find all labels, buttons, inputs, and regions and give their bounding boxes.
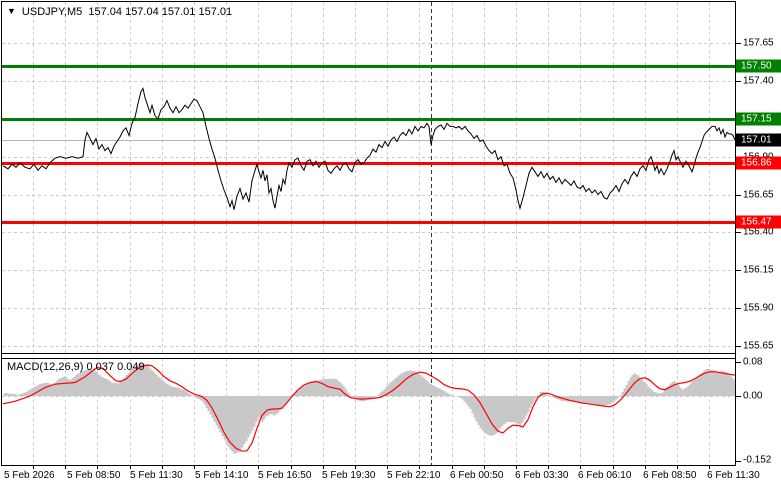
price-axis-label: 156.40 <box>743 226 774 238</box>
macd-signal-line <box>2 364 736 452</box>
price-line <box>2 87 736 211</box>
price-badge: 157.01 <box>736 133 781 147</box>
time-axis-label: 5 Feb 11:30 <box>130 470 183 481</box>
time-axis-label: 5 Feb 19:30 <box>322 470 376 481</box>
symbol-period-label: USDJPY,M5 <box>21 6 83 18</box>
macd-signal-value: 0.049 <box>117 361 145 373</box>
price-axis-label: 156.65 <box>743 189 774 201</box>
chart-title: ▼ USDJPY,M5 157.04 157.04 157.01 157.01 <box>7 6 232 18</box>
time-axis-label: 6 Feb 06:10 <box>578 470 632 481</box>
price-badge: 156.47 <box>736 215 781 229</box>
time-axis-label: 6 Feb 11:30 <box>707 470 760 481</box>
symbol-dropdown-icon[interactable]: ▼ <box>7 6 16 16</box>
time-axis-label: 5 Feb 08:50 <box>67 470 121 481</box>
price-axis-label: 157.40 <box>743 75 774 87</box>
price-axis-label: 155.90 <box>743 302 774 314</box>
macd-indicator-label: MACD(12,26,9) 0.037 0.049 <box>7 361 145 373</box>
ohlc-values: 157.04 157.04 157.01 157.01 <box>88 6 233 18</box>
time-axis-label: 5 Feb 14:10 <box>195 470 249 481</box>
macd-main-value: 0.037 <box>86 361 115 373</box>
macd-axis-label: -0.152 <box>743 454 772 466</box>
time-axis-label: 5 Feb 22:10 <box>387 470 441 481</box>
time-axis-label: 5 Feb 16:50 <box>258 470 312 481</box>
time-axis-label: 6 Feb 03:30 <box>515 470 569 481</box>
macd-axis-label: 0.00 <box>743 390 763 402</box>
price-axis-label: 156.15 <box>743 264 774 276</box>
price-badge: 157.15 <box>736 112 781 126</box>
macd-axis-label: 0.08 <box>743 356 763 368</box>
macd-name: MACD(12,26,9) <box>7 361 84 373</box>
price-badge: 157.50 <box>736 59 781 73</box>
time-axis-label: 6 Feb 08:50 <box>643 470 697 481</box>
time-axis-label: 6 Feb 00:50 <box>450 470 504 481</box>
price-axis-label: 155.65 <box>743 340 774 352</box>
price-badge: 156.86 <box>736 156 781 170</box>
price-axis-label: 157.65 <box>743 37 774 49</box>
time-axis-label: 5 Feb 2026 <box>4 470 55 481</box>
